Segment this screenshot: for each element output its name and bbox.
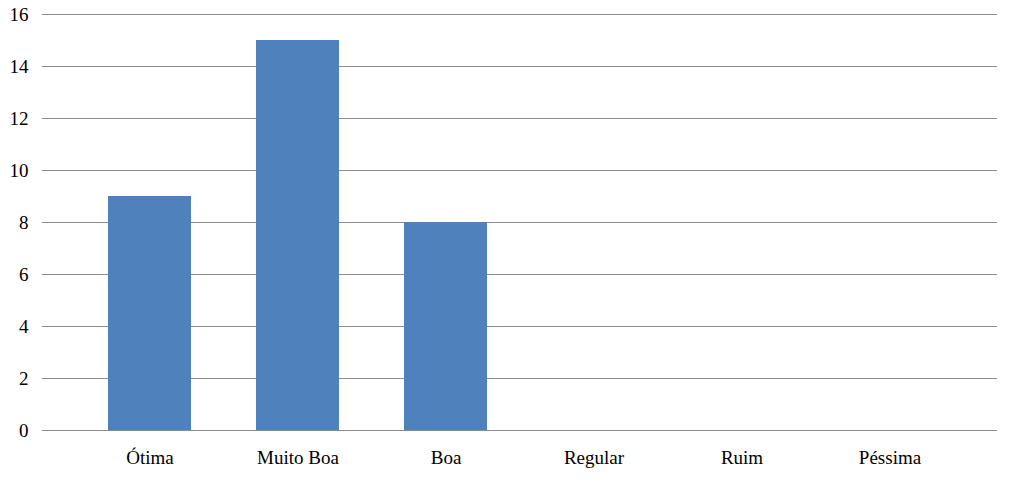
svg-text:Ótima: Ótima [126, 447, 174, 468]
svg-text:14: 14 [10, 56, 30, 77]
svg-text:2: 2 [19, 368, 29, 389]
svg-text:Muito Boa: Muito Boa [257, 447, 339, 468]
svg-text:12: 12 [10, 108, 29, 129]
svg-text:4: 4 [19, 316, 29, 337]
svg-text:16: 16 [10, 4, 29, 25]
svg-text:Regular: Regular [564, 447, 625, 468]
svg-text:6: 6 [19, 264, 29, 285]
svg-text:Boa: Boa [431, 447, 462, 468]
svg-text:10: 10 [10, 160, 29, 181]
svg-text:Péssima: Péssima [859, 447, 922, 468]
svg-text:8: 8 [19, 212, 29, 233]
svg-text:Ruim: Ruim [721, 447, 763, 468]
svg-text:0: 0 [19, 420, 29, 441]
